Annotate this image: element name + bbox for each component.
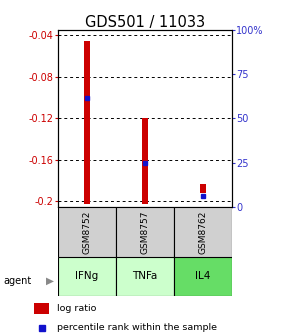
- Bar: [58, 207, 116, 257]
- Bar: [84, 41, 90, 204]
- Text: log ratio: log ratio: [57, 304, 97, 313]
- Text: GSM8757: GSM8757: [140, 210, 150, 254]
- Text: GSM8752: GSM8752: [82, 210, 92, 254]
- Bar: [116, 207, 174, 257]
- Bar: [34, 303, 49, 314]
- Bar: [174, 207, 232, 257]
- Bar: [200, 184, 206, 193]
- Text: ▶: ▶: [46, 276, 54, 286]
- Text: IL4: IL4: [195, 271, 211, 281]
- Text: GSM8762: GSM8762: [198, 210, 208, 254]
- Text: agent: agent: [3, 276, 31, 286]
- Text: percentile rank within the sample: percentile rank within the sample: [57, 323, 217, 332]
- Bar: [174, 257, 232, 296]
- Bar: [142, 119, 148, 204]
- Bar: [116, 257, 174, 296]
- Text: TNFa: TNFa: [132, 271, 158, 281]
- Text: GDS501 / 11033: GDS501 / 11033: [85, 15, 205, 30]
- Bar: [58, 257, 116, 296]
- Text: IFNg: IFNg: [75, 271, 99, 281]
